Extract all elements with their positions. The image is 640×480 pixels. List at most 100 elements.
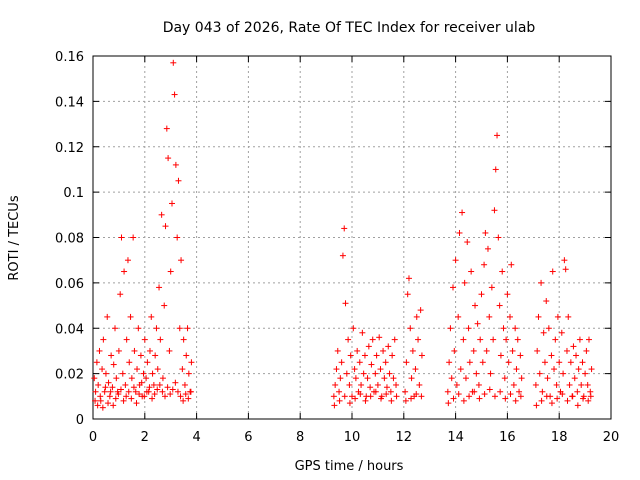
- data-point: [361, 352, 368, 359]
- data-point: [554, 313, 561, 320]
- data-point: [115, 347, 122, 354]
- data-point: [560, 370, 567, 377]
- data-point: [121, 268, 128, 275]
- data-point: [367, 384, 374, 391]
- y-tick-label: 0.04: [55, 322, 84, 337]
- data-point: [378, 395, 385, 402]
- data-point: [575, 366, 582, 373]
- data-point: [149, 395, 156, 402]
- data-point: [123, 336, 130, 343]
- data-point: [413, 313, 420, 320]
- data-point: [372, 370, 379, 377]
- data-point: [341, 393, 348, 400]
- data-point: [578, 381, 585, 388]
- chart-title: Day 043 of 2026, Rate Of TEC Index for r…: [163, 20, 536, 36]
- data-point: [352, 395, 359, 402]
- data-point: [171, 91, 178, 98]
- data-point: [170, 59, 177, 66]
- data-point: [178, 257, 185, 264]
- data-point: [167, 391, 174, 398]
- data-point: [132, 388, 139, 395]
- data-point: [418, 352, 425, 359]
- data-point: [341, 225, 348, 232]
- data-point: [403, 359, 410, 366]
- data-point: [405, 275, 412, 282]
- data-point: [102, 384, 109, 391]
- data-point: [148, 313, 155, 320]
- data-point: [533, 402, 540, 409]
- data-point: [486, 386, 493, 393]
- data-point: [97, 393, 104, 400]
- data-point: [484, 245, 491, 252]
- data-point: [377, 366, 384, 373]
- y-tick-label: 0.14: [55, 95, 84, 110]
- data-point: [338, 359, 345, 366]
- y-tick-label: 0.12: [55, 141, 84, 156]
- data-point: [413, 391, 420, 398]
- data-point: [120, 397, 127, 404]
- data-point: [373, 352, 380, 359]
- data-point: [567, 359, 574, 366]
- data-point: [500, 325, 507, 332]
- data-point: [118, 234, 125, 241]
- data-point: [365, 343, 372, 350]
- data-point: [381, 375, 388, 382]
- data-point: [566, 381, 573, 388]
- data-point: [128, 395, 135, 402]
- data-point: [97, 397, 104, 404]
- data-point: [460, 397, 467, 404]
- data-point: [343, 370, 350, 377]
- data-point: [460, 336, 467, 343]
- data-point: [450, 395, 457, 402]
- data-point: [574, 402, 581, 409]
- data-point: [402, 388, 409, 395]
- x-tick-label: 0: [89, 430, 97, 445]
- data-point: [453, 381, 460, 388]
- x-tick-label: 20: [603, 430, 620, 445]
- data-point: [352, 375, 359, 382]
- data-point: [342, 300, 349, 307]
- data-point: [404, 291, 411, 298]
- data-point: [553, 381, 560, 388]
- data-point: [534, 347, 541, 354]
- data-point: [164, 384, 171, 391]
- data-point: [494, 132, 501, 139]
- x-tick-label: 8: [296, 430, 304, 445]
- data-point: [505, 359, 512, 366]
- data-point: [156, 381, 163, 388]
- x-tick-label: 6: [244, 430, 252, 445]
- data-point: [473, 370, 480, 377]
- data-point: [105, 379, 112, 386]
- data-point: [497, 352, 504, 359]
- data-point: [540, 329, 547, 336]
- data-point: [541, 359, 548, 366]
- data-point: [119, 370, 126, 377]
- data-point: [159, 375, 166, 382]
- data-point: [445, 400, 452, 407]
- data-point: [175, 177, 182, 184]
- data-point: [562, 266, 569, 273]
- data-point: [127, 313, 134, 320]
- data-point: [345, 336, 352, 343]
- data-point: [122, 381, 129, 388]
- data-point: [455, 391, 462, 398]
- data-point: [131, 347, 138, 354]
- x-tick-label: 2: [141, 430, 149, 445]
- data-point: [107, 388, 114, 395]
- data-point: [582, 370, 589, 377]
- data-point: [587, 393, 594, 400]
- data-point: [452, 257, 459, 264]
- data-point: [183, 352, 190, 359]
- data-point: [136, 391, 143, 398]
- data-point: [156, 284, 163, 291]
- data-point: [456, 229, 463, 236]
- data-point: [334, 347, 341, 354]
- data-point: [416, 381, 423, 388]
- data-point: [112, 395, 119, 402]
- data-point: [169, 386, 176, 393]
- y-axis-label: ROTI / TECUs: [7, 195, 22, 280]
- data-point: [513, 366, 520, 373]
- data-point: [172, 161, 179, 168]
- data-point: [108, 352, 115, 359]
